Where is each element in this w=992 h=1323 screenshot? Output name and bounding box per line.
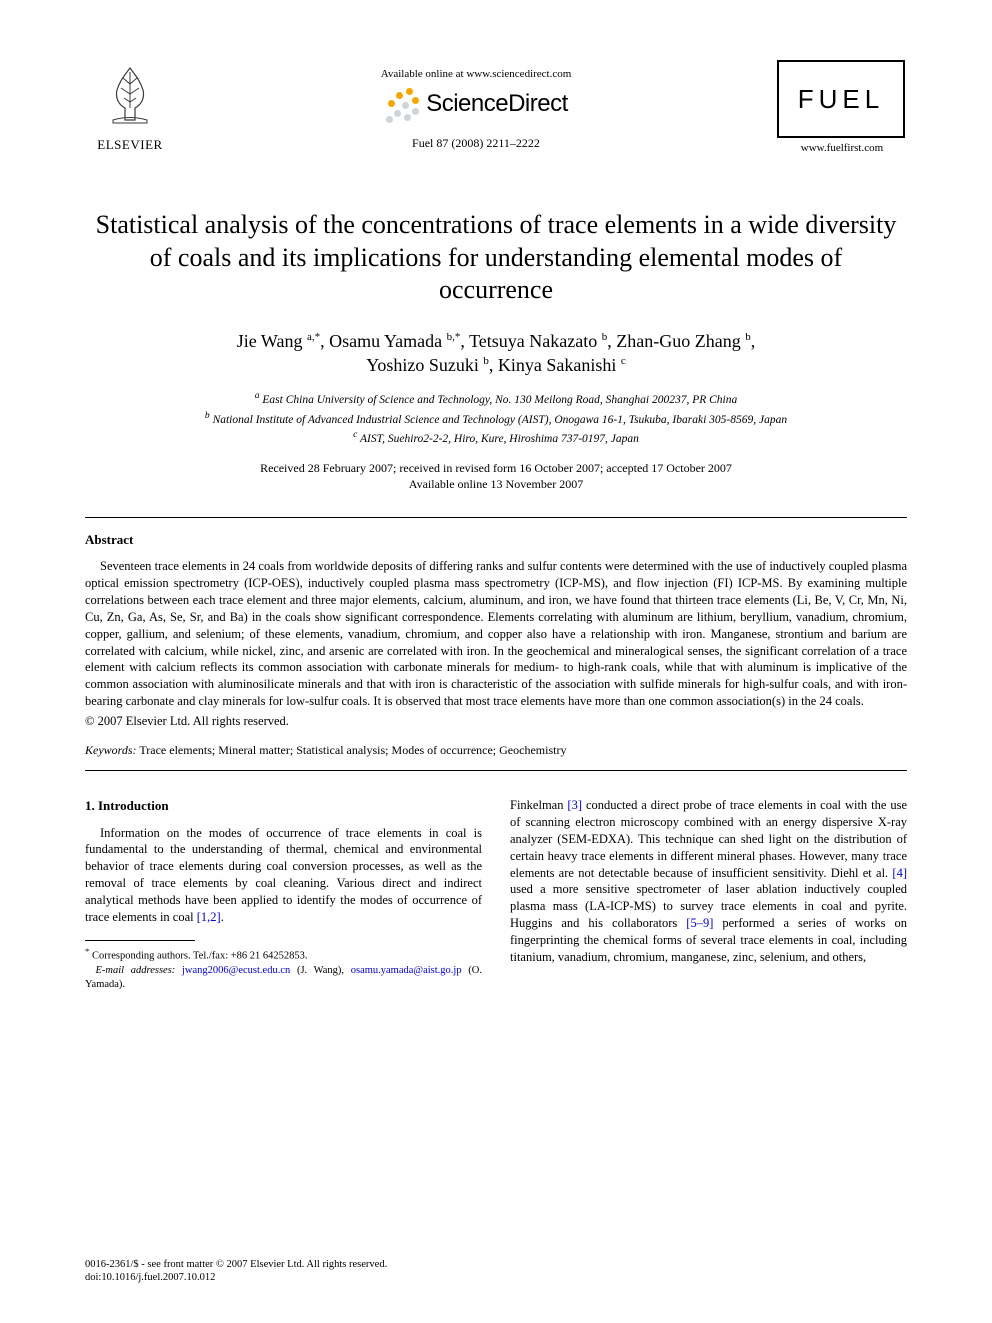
author: Zhan-Guo Zhang b	[616, 331, 750, 351]
section-heading: 1. Introduction	[85, 797, 482, 815]
authors-line: Jie Wang a,*, Osamu Yamada b,*, Tetsuya …	[85, 329, 907, 378]
journal-header: ELSEVIER Available online at www.science…	[85, 60, 907, 154]
fuel-url: www.fuelfirst.com	[777, 142, 907, 154]
issn-line: 0016-2361/$ - see front matter © 2007 El…	[85, 1258, 387, 1272]
ref-link[interactable]: [5–9]	[686, 916, 713, 930]
sciencedirect-text: ScienceDirect	[426, 90, 568, 118]
abstract-heading: Abstract	[85, 532, 907, 548]
doi-line: doi:10.1016/j.fuel.2007.10.012	[85, 1271, 387, 1285]
elsevier-tree-icon	[95, 60, 165, 130]
email-label: E-mail addresses:	[96, 965, 176, 976]
author: Tetsuya Nakazato b	[469, 331, 607, 351]
affiliation-b: b National Institute of Advanced Industr…	[85, 409, 907, 429]
author: Yoshizo Suzuki b	[366, 355, 489, 375]
sciencedirect-logo: ScienceDirect	[175, 86, 777, 122]
author: Osamu Yamada b,*	[329, 331, 460, 351]
email-link[interactable]: jwang2006@ecust.edu.cn	[182, 965, 290, 976]
fuel-logo-block: FUEL www.fuelfirst.com	[777, 60, 907, 154]
article-dates: Received 28 February 2007; received in r…	[85, 460, 907, 494]
corr-author-text: Corresponding authors. Tel./fax: +86 21 …	[92, 950, 308, 961]
abstract-text: Seventeen trace elements in 24 coals fro…	[85, 558, 907, 710]
center-header: Available online at www.sciencedirect.co…	[175, 60, 777, 151]
abstract-copyright: © 2007 Elsevier Ltd. All rights reserved…	[85, 714, 907, 729]
received-line: Received 28 February 2007; received in r…	[85, 460, 907, 477]
divider	[85, 517, 907, 518]
ref-link[interactable]: [1,2]	[197, 910, 221, 924]
footnote-rule	[85, 940, 195, 941]
left-column: 1. Introduction Information on the modes…	[85, 797, 482, 992]
elsevier-logo-block: ELSEVIER	[85, 60, 175, 153]
article-title: Statistical analysis of the concentratio…	[95, 209, 897, 307]
online-line: Available online 13 November 2007	[85, 476, 907, 493]
keywords-text: Trace elements; Mineral matter; Statisti…	[139, 743, 566, 757]
journal-citation: Fuel 87 (2008) 2211–2222	[175, 136, 777, 151]
front-matter-footer: 0016-2361/$ - see front matter © 2007 El…	[85, 1258, 387, 1285]
affiliation-a: a East China University of Science and T…	[85, 389, 907, 409]
keywords-label: Keywords:	[85, 743, 137, 757]
intro-paragraph-cont: Finkelman [3] conducted a direct probe o…	[510, 797, 907, 966]
affiliations: a East China University of Science and T…	[85, 389, 907, 448]
corresponding-footnote: * Corresponding authors. Tel./fax: +86 2…	[85, 946, 482, 992]
sciencedirect-dots-icon	[384, 86, 420, 122]
right-column: Finkelman [3] conducted a direct probe o…	[510, 797, 907, 992]
intro-paragraph: Information on the modes of occurrence o…	[85, 825, 482, 926]
email-link[interactable]: osamu.yamada@aist.go.jp	[351, 965, 462, 976]
keywords-line: Keywords: Trace elements; Mineral matter…	[85, 743, 907, 758]
ref-link[interactable]: [4]	[892, 866, 907, 880]
available-online-text: Available online at www.sciencedirect.co…	[175, 68, 777, 80]
divider	[85, 770, 907, 771]
elsevier-label: ELSEVIER	[85, 137, 175, 153]
fuel-logo-text: FUEL	[798, 84, 884, 115]
affiliation-c: c AIST, Suehiro2-2-2, Hiro, Kure, Hirosh…	[85, 428, 907, 448]
fuel-logo-box: FUEL	[777, 60, 905, 138]
body-columns: 1. Introduction Information on the modes…	[85, 797, 907, 992]
ref-link[interactable]: [3]	[567, 798, 582, 812]
author: Jie Wang a,*	[237, 331, 320, 351]
abstract-block: Abstract Seventeen trace elements in 24 …	[85, 532, 907, 729]
author: Kinya Sakanishi c	[498, 355, 626, 375]
